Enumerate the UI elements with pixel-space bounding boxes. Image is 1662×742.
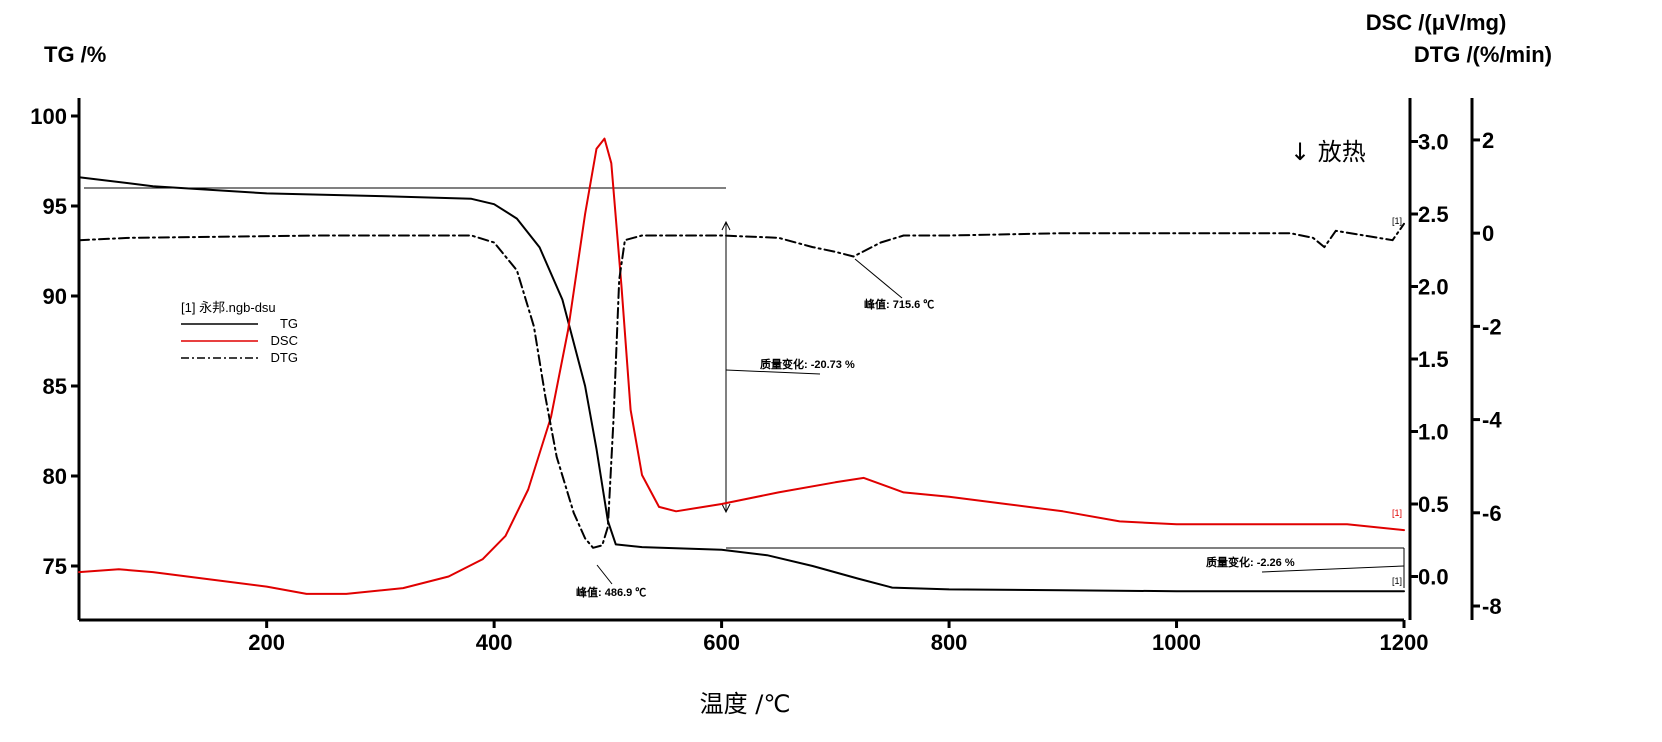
tg-tick-label-100: 100 — [30, 104, 67, 129]
mass-change-label-1: 质量变化: -20.73 % — [760, 357, 855, 371]
x-tick-label-600: 600 — [703, 630, 740, 655]
dsc-axis-title: DSC /(μV/mg) — [1366, 10, 1507, 35]
legend-label-dtg: DTG — [271, 350, 298, 365]
tg-tick-label-75: 75 — [43, 554, 67, 579]
tg-tick-label-80: 80 — [43, 464, 67, 489]
x-tick-label-400: 400 — [476, 630, 513, 655]
peak-label-main: 峰值: 486.9 ℃ — [576, 585, 646, 599]
dsc-tick-label-2.5: 2.5 — [1418, 202, 1449, 227]
x-tick-label-200: 200 — [248, 630, 285, 655]
legend-header: [1] 永邦.ngb-dsu — [181, 300, 276, 315]
tg-tick-label-90: 90 — [43, 284, 67, 309]
dtg-tick-label-0: 0 — [1482, 221, 1494, 246]
tg-tick-label-95: 95 — [43, 194, 67, 219]
dtg-tick-label--4: -4 — [1482, 408, 1502, 433]
mass-change-leader-1 — [725, 369, 821, 375]
mass-change-leader-2 — [1261, 565, 1405, 573]
tg-axis-title: TG /% — [44, 42, 106, 67]
dtg-tick-label--2: -2 — [1482, 314, 1502, 339]
legend-label-dsc: DSC — [271, 333, 298, 348]
series-tg-line — [78, 176, 1405, 593]
x-axis-ticks: 200 400 600 800 1000 1200 — [248, 620, 1428, 655]
x-axis-title: 温度 /℃ — [700, 690, 791, 718]
dsc-tick-label-2.0: 2.0 — [1418, 275, 1449, 300]
dtg-tick-label--8: -8 — [1482, 594, 1502, 619]
series-layer — [78, 137, 1405, 595]
exotherm-marker: ↓ 放热 — [1290, 138, 1366, 166]
dsc-tick-label-0.5: 0.5 — [1418, 492, 1449, 517]
dsc-tick-label-1.5: 1.5 — [1418, 347, 1449, 372]
dsc-axis-ticks: 0.0 0.5 1.0 1.5 2.0 2.5 3.0 — [1410, 130, 1449, 590]
curve-marker-dtg: [1] — [1392, 216, 1402, 226]
curve-marker-dsc: [1] — [1392, 508, 1402, 518]
dtg-axis-ticks: -8 -6 -4 -2 0 2 — [1472, 128, 1502, 619]
series-dtg-line — [78, 222, 1405, 549]
mass-change-label-2: 质量变化: -2.26 % — [1206, 555, 1295, 569]
series-dsc-line — [78, 137, 1405, 595]
tg-tick-label-85: 85 — [43, 374, 67, 399]
dsc-tick-label-0.0: 0.0 — [1418, 565, 1449, 590]
dtg-axis-title: DTG /(%/min) — [1414, 42, 1552, 67]
tg-axis-ticks: 75 80 85 90 95 100 — [30, 104, 79, 579]
x-tick-label-800: 800 — [931, 630, 968, 655]
dsc-tick-label-1.0: 1.0 — [1418, 420, 1449, 445]
dtg-tick-label--6: -6 — [1482, 501, 1502, 526]
dtg-tick-label-2: 2 — [1482, 128, 1494, 153]
curve-marker-tg: [1] — [1392, 576, 1402, 586]
x-tick-label-1200: 1200 — [1380, 630, 1429, 655]
mass-change-arrowhead-down-1 — [721, 503, 731, 514]
peak-label-second: 峰值: 715.6 ℃ — [864, 297, 934, 311]
peak-leader-2 — [854, 258, 903, 299]
legend: [1] 永邦.ngb-dsu TG DSC DTG — [181, 300, 298, 365]
x-tick-label-1000: 1000 — [1152, 630, 1201, 655]
legend-label-tg: TG — [280, 316, 298, 331]
peak-leader-1 — [596, 564, 613, 585]
dsc-tick-label-3.0: 3.0 — [1418, 130, 1449, 155]
mass-change-arrowhead-up-1 — [721, 220, 731, 231]
